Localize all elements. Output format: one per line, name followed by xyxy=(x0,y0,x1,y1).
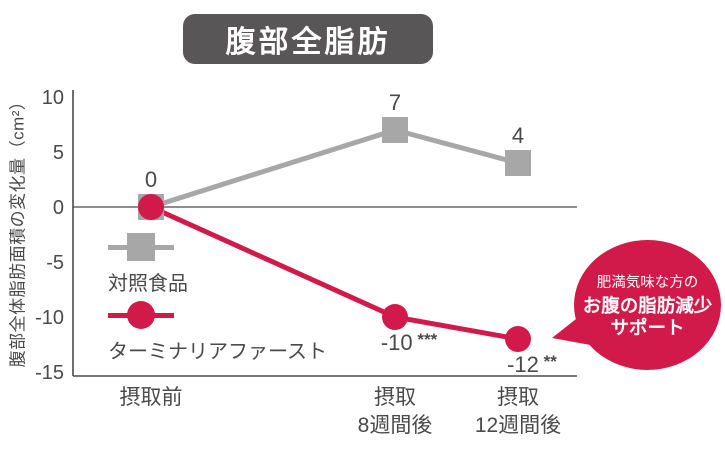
annotation-bubble: 肥満気味な方の お腹の脂肪減少 サポート xyxy=(552,240,721,370)
legend-shape xyxy=(127,301,155,329)
legend-item-0: 対照食品 xyxy=(108,233,188,296)
chart-title-text: 腹部全脂肪 xyxy=(225,26,391,59)
chart-title-badge: 腹部全脂肪 xyxy=(183,14,433,64)
bubble-text: 肥満気味な方の お腹の脂肪減少 サポート xyxy=(583,272,713,339)
square-marker-icon xyxy=(108,233,174,261)
legend-shape xyxy=(127,233,155,261)
point-label-0-2: 4 xyxy=(512,123,524,148)
legend-item-1: ターミナリアファースト xyxy=(108,301,327,364)
y-tick-label: 10 xyxy=(42,87,64,109)
point-label-1-1: -10 *** xyxy=(381,330,438,355)
bubble-tail-icon xyxy=(552,308,596,346)
x-axis-labels: 摂取前 摂取 8週間後 摂取 12週間後 xyxy=(0,384,725,446)
x-axis-label-1: 摂取 8週間後 xyxy=(357,386,433,437)
bubble-line-1: 肥満気味な方の xyxy=(596,274,699,291)
x-axis-label-2: 摂取 12週間後 xyxy=(474,386,562,437)
legend: 対照食品ターミナリアファースト xyxy=(108,233,328,363)
point-label-0-1: 7 xyxy=(389,90,401,115)
y-tick-label: -15 xyxy=(35,362,64,384)
data-point-1-1 xyxy=(382,304,408,330)
legend-label-1: ターミナリアファースト xyxy=(108,341,327,363)
x-axis-label-0: 摂取前 xyxy=(119,386,183,409)
data-point-1-0 xyxy=(138,194,164,220)
circle-marker-icon xyxy=(108,301,174,329)
bubble-line-3: サポート xyxy=(610,316,685,338)
point-label-1-2: -12 ** xyxy=(507,352,557,377)
y-tick-label: 0 xyxy=(53,197,64,219)
y-tick-label: 5 xyxy=(53,142,64,164)
series-line-0 xyxy=(150,127,519,210)
bubble-line-2: お腹の脂肪減少 xyxy=(582,294,713,316)
legend-label-0: 対照食品 xyxy=(108,273,188,295)
y-tick-label: -5 xyxy=(46,252,64,274)
y-tick-label: -10 xyxy=(35,307,64,329)
point-label-0-0: 0 xyxy=(145,167,157,192)
data-point-1-2 xyxy=(505,326,531,352)
data-point-0-1 xyxy=(382,117,408,143)
data-point-0-2 xyxy=(505,150,531,176)
